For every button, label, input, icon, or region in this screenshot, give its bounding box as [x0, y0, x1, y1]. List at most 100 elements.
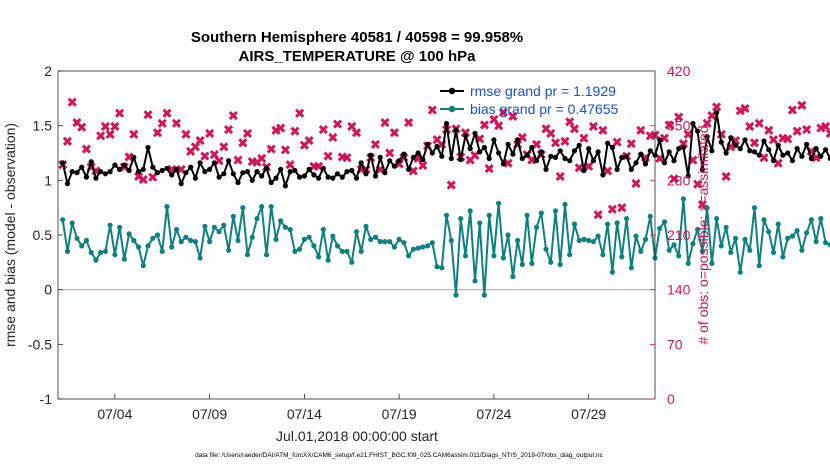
- rmse-point: [259, 173, 265, 179]
- bias-point: [173, 226, 180, 233]
- rmse-point: [756, 152, 762, 158]
- bias-point: [211, 224, 217, 230]
- bias-point: [235, 237, 241, 244]
- rmse-point: [543, 166, 549, 172]
- rmse-point: [581, 167, 587, 174]
- y2-tick-label: 350: [667, 118, 691, 134]
- obs-count-point: [802, 125, 812, 135]
- obs-count-point: [787, 105, 797, 115]
- rmse-point: [595, 149, 601, 155]
- y-axis-ticks: -1 -0.5 0 0.5 1 1.5 2: [28, 63, 63, 407]
- rmse-point: [690, 120, 696, 127]
- rmse-point: [311, 172, 317, 178]
- bias-point: [519, 261, 525, 268]
- rmse-point: [282, 183, 288, 189]
- bias-point: [695, 226, 701, 233]
- obs-count-point: [593, 210, 603, 220]
- rmse-point: [443, 120, 450, 127]
- rmse-point: [505, 141, 511, 147]
- rmse-point: [325, 174, 331, 180]
- rmse-point: [642, 161, 649, 167]
- rmse-point: [661, 160, 668, 166]
- rmse-point: [808, 155, 815, 162]
- rmse-point: [406, 166, 412, 172]
- rmse-point: [131, 154, 137, 160]
- rmse-point: [586, 146, 592, 152]
- rmse-point: [349, 167, 355, 174]
- rmse-point: [178, 181, 184, 187]
- rmse-point: [827, 155, 830, 162]
- rmse-point: [183, 170, 189, 176]
- bias-point: [780, 254, 786, 260]
- obs-count-point: [62, 136, 73, 146]
- y2-tick-label: 420: [667, 63, 691, 79]
- bias-point: [320, 226, 326, 233]
- bias-point: [292, 248, 298, 254]
- bias-point: [657, 225, 663, 231]
- x-axis-label: Jul.01,2018 00:00:00 start: [276, 428, 438, 444]
- bias-point: [766, 229, 772, 235]
- rmse-point: [823, 147, 829, 153]
- bias-point: [590, 239, 597, 245]
- bias-point: [278, 218, 284, 224]
- rmse-point: [515, 137, 521, 143]
- bias-point: [221, 222, 227, 228]
- rmse-point: [425, 141, 431, 147]
- obs-count-point: [162, 108, 172, 118]
- rmse-point: [363, 171, 369, 177]
- bias-point: [401, 240, 407, 246]
- obs-count-point: [228, 110, 238, 121]
- bias-point: [728, 249, 734, 256]
- bias-point: [273, 236, 279, 242]
- rmse-point: [278, 166, 284, 172]
- bias-point: [254, 216, 260, 222]
- bias-point: [808, 217, 815, 223]
- y-tick-label: -0.5: [28, 336, 52, 352]
- y2-tick-label: 210: [667, 227, 691, 243]
- rmse-point: [766, 147, 772, 153]
- obs-count-point: [332, 119, 343, 129]
- bias-point: [69, 220, 75, 226]
- obs-count-point: [631, 178, 641, 189]
- bias-point: [576, 237, 582, 244]
- bias-point: [112, 252, 118, 258]
- rmse-point: [164, 165, 170, 171]
- rmse-point: [761, 138, 767, 144]
- obs-count-point: [626, 139, 636, 149]
- obs-count-point: [276, 123, 286, 133]
- rmse-point: [472, 130, 478, 136]
- bias-point: [429, 240, 435, 246]
- rmse-point: [112, 162, 118, 168]
- y2-tick-label: 280: [667, 172, 691, 188]
- bias-point: [372, 234, 379, 240]
- obs-count-point: [569, 124, 580, 134]
- bias-point: [680, 196, 687, 202]
- obs-count-point: [152, 128, 163, 138]
- obs-count-point: [702, 118, 712, 128]
- rmse-point: [552, 154, 559, 160]
- rmse-point: [496, 150, 502, 156]
- obs-count-point: [148, 172, 158, 182]
- rmse-point: [567, 158, 573, 164]
- rmse-point: [434, 143, 440, 149]
- rmse-point: [600, 172, 606, 178]
- bias-point: [377, 239, 383, 245]
- chart-title: Southern Hemisphere 40581 / 40598 = 99.9…: [191, 29, 523, 46]
- rmse-point: [614, 166, 620, 172]
- obs-count-point: [712, 102, 722, 112]
- obs-count-point: [304, 135, 314, 146]
- x-tick-label: 07/29: [571, 406, 606, 422]
- rmse-point: [98, 169, 104, 175]
- rmse-point: [799, 153, 805, 159]
- obs-count-point: [181, 129, 191, 139]
- bias-point: [334, 243, 341, 249]
- bias-point: [263, 252, 270, 258]
- bias-point: [619, 254, 625, 260]
- rmse-point: [216, 174, 222, 180]
- rmse-point: [60, 160, 66, 166]
- bias-point: [671, 242, 677, 248]
- rmse-point: [732, 142, 739, 148]
- rmse-point: [519, 155, 525, 162]
- bias-point: [486, 212, 492, 218]
- bias-point: [453, 292, 459, 298]
